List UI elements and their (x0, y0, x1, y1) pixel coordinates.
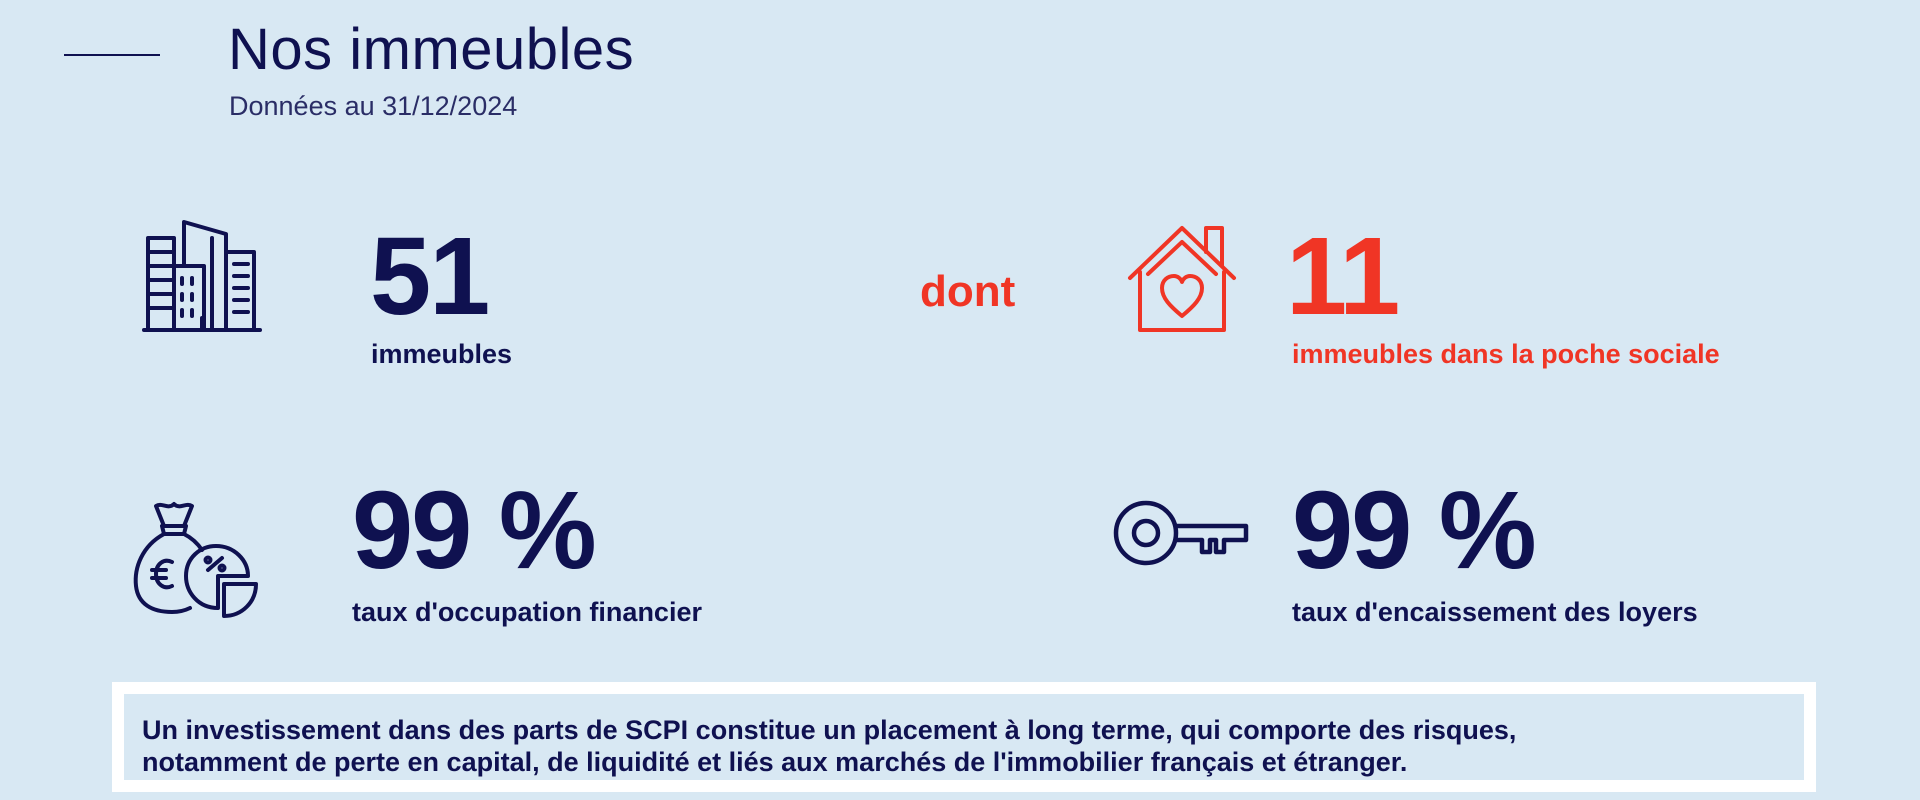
social-buildings-count: 11 (1286, 215, 1400, 338)
connector-text: dont (920, 267, 1016, 316)
page-title: Nos immeubles (228, 17, 635, 82)
disclaimer-line-2: notamment de perte en capital, de liquid… (142, 747, 1408, 777)
buildings-label: immeubles (371, 339, 513, 369)
house-heart-icon (1128, 226, 1236, 332)
money-bag-chart-icon (133, 502, 258, 618)
disclaimer-text: Un investissement dans des parts de SCPI… (124, 694, 1804, 780)
occupancy-label: taux d'occupation financier (352, 597, 702, 627)
occupancy-rate: 99 % (352, 469, 597, 592)
rent-collection-label: taux d'encaissement des loyers (1292, 597, 1698, 627)
social-buildings-label: immeubles dans la poche sociale (1292, 339, 1720, 369)
decorative-line (64, 54, 160, 56)
rent-collection-rate: 99 % (1292, 469, 1537, 592)
key-icon (1113, 500, 1249, 566)
buildings-icon (142, 220, 262, 332)
disclaimer-box: Un investissement dans des parts de SCPI… (112, 682, 1816, 792)
buildings-count: 51 (370, 215, 490, 338)
disclaimer-line-1: Un investissement dans des parts de SCPI… (142, 715, 1517, 745)
page-subtitle: Données au 31/12/2024 (229, 91, 518, 121)
